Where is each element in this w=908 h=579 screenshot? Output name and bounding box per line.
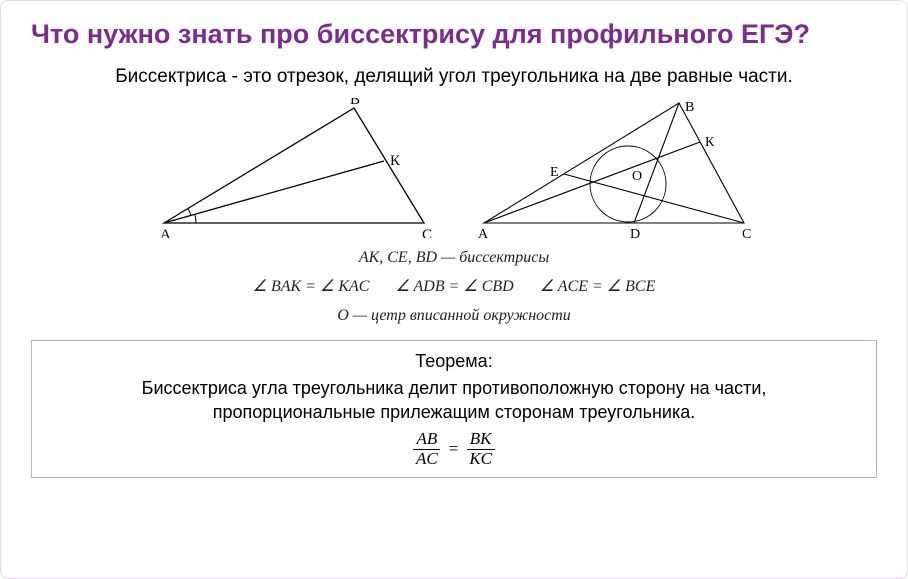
fraction-ab-ac: AB AC — [413, 430, 441, 468]
fraction-bk-kc: BK KC — [466, 430, 495, 468]
theorem-title: Теорема: — [72, 351, 836, 372]
svg-text:D: D — [630, 227, 640, 238]
page-title: Что нужно знать про биссектрису для проф… — [31, 19, 877, 50]
math-line-1: AK, CE, BD — биссектрисы — [31, 244, 877, 271]
svg-text:B: B — [350, 98, 360, 108]
bisector-definition: Биссектриса - это отрезок, делящий угол … — [31, 66, 877, 88]
theorem-formula: AB AC = BK KC — [72, 430, 836, 468]
svg-text:К: К — [390, 153, 401, 169]
svg-text:C: C — [422, 227, 432, 238]
svg-text:A: A — [160, 227, 171, 238]
math-line-3: O — цетр вписанной окружности — [31, 302, 877, 329]
incircle-bisectors-diagram: A B C D E К O — [464, 98, 764, 238]
svg-text:O: O — [632, 169, 642, 184]
svg-text:C: C — [742, 227, 751, 238]
triangle-bisector-diagram: A B C К — [144, 98, 444, 238]
frac-num-1: AB — [413, 430, 440, 450]
theorem-text: Биссектриса угла треугольника делит прот… — [72, 376, 836, 425]
angle-eq-1: ∠ BAK = ∠ KAC — [253, 278, 370, 295]
frac-num-2: BK — [467, 430, 495, 450]
svg-text:B: B — [685, 100, 694, 115]
svg-text:A: A — [478, 227, 489, 238]
angle-eq-3: ∠ ACE = ∠ BCE — [540, 278, 656, 295]
equals-sign: = — [447, 439, 461, 459]
svg-text:К: К — [705, 135, 715, 150]
frac-den-2: KC — [466, 450, 495, 469]
svg-text:E: E — [550, 165, 559, 180]
angle-eq-2: ∠ ADB = ∠ CBD — [395, 278, 513, 295]
diagram-row: A B C К A B C D E К O — [31, 98, 877, 238]
frac-den-1: AC — [413, 450, 441, 469]
math-line-2: ∠ BAK = ∠ KAC ∠ ADB = ∠ CBD ∠ ACE = ∠ BC… — [31, 273, 877, 300]
math-annotations: AK, CE, BD — биссектрисы ∠ BAK = ∠ KAC ∠… — [31, 244, 877, 330]
theorem-box: Теорема: Биссектриса угла треугольника д… — [31, 340, 877, 478]
